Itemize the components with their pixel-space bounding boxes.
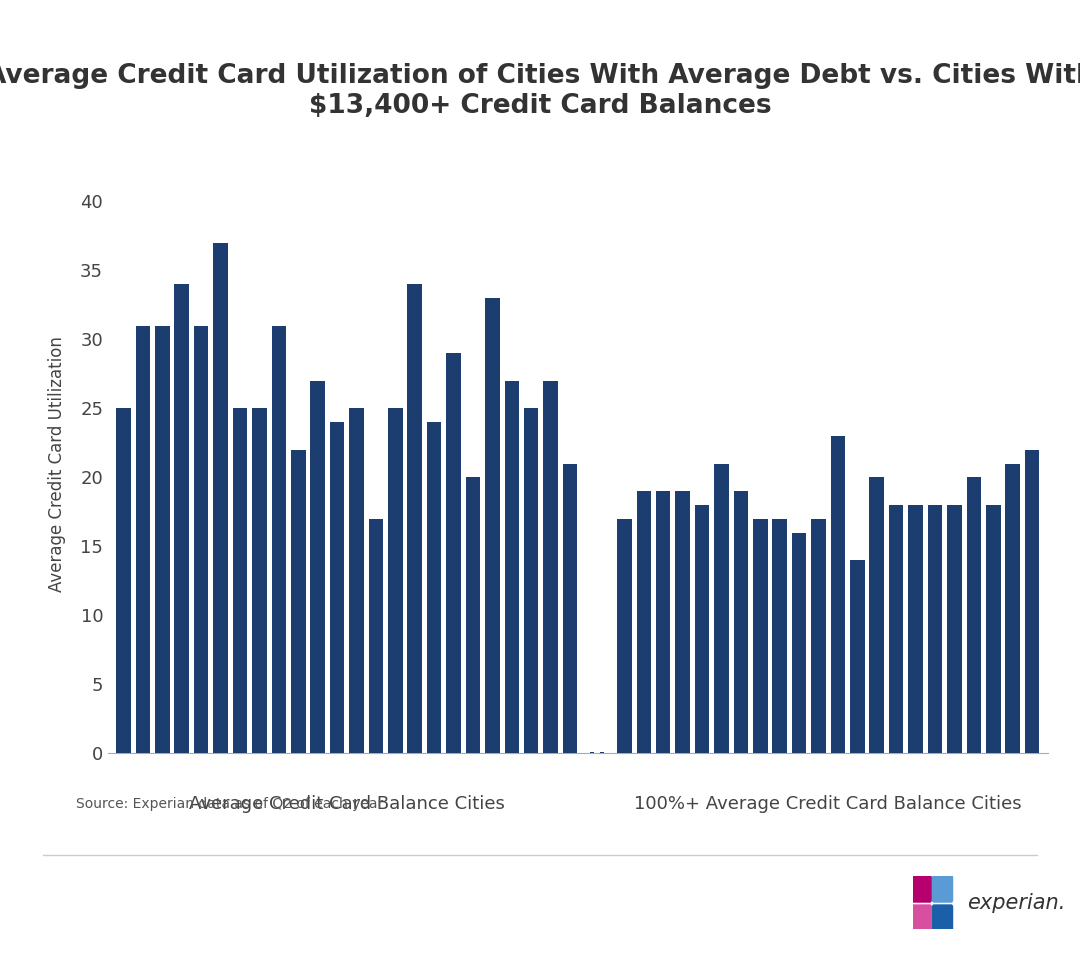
FancyBboxPatch shape [910,904,932,932]
Bar [446,354,461,753]
Bar [1005,464,1020,753]
Bar [329,422,345,753]
Bar [928,505,942,753]
Bar [117,409,131,753]
Bar [271,326,286,753]
Text: Average Credit Card Balance Cities: Average Credit Card Balance Cities [189,795,504,812]
Bar [811,519,826,753]
Bar [986,505,1000,753]
Bar [232,409,247,753]
Bar [485,298,500,753]
Bar [465,477,481,753]
Text: Source: Experian data as of Q2 of each year: Source: Experian data as of Q2 of each y… [76,797,382,810]
Bar [772,519,787,753]
Bar [252,409,267,753]
Bar [600,752,604,753]
Bar [889,505,904,753]
Bar [967,477,981,753]
Bar [792,532,807,753]
Bar [714,464,729,753]
Bar [869,477,885,753]
Bar [407,284,422,753]
Bar [175,284,189,753]
Bar [591,752,594,753]
Bar [563,464,578,753]
Bar [753,519,768,753]
FancyBboxPatch shape [910,875,932,902]
Bar [214,242,228,753]
Bar [156,326,170,753]
Bar [310,381,325,753]
Bar [947,505,961,753]
Bar [388,409,403,753]
Bar [543,381,558,753]
Bar [194,326,208,753]
Bar [136,326,150,753]
Bar [636,492,651,753]
Text: experian.: experian. [967,894,1065,913]
Bar [1025,450,1039,753]
Bar [831,436,846,753]
Bar [617,519,632,753]
Bar [850,560,865,753]
Text: Average Credit Card Utilization of Cities With Average Debt vs. Cities With
$13,: Average Credit Card Utilization of Citie… [0,63,1080,119]
Bar [675,492,690,753]
Bar [368,519,383,753]
Bar [349,409,364,753]
Bar [504,381,519,753]
Bar [694,505,710,753]
Bar [908,505,923,753]
Bar [656,492,671,753]
Bar [291,450,306,753]
Y-axis label: Average Credit Card Utilization: Average Credit Card Utilization [49,336,66,591]
Bar [733,492,748,753]
Bar [427,422,442,753]
Bar [524,409,539,753]
FancyBboxPatch shape [932,875,954,902]
Text: 100%+ Average Credit Card Balance Cities: 100%+ Average Credit Card Balance Cities [634,795,1022,812]
FancyBboxPatch shape [932,904,954,932]
